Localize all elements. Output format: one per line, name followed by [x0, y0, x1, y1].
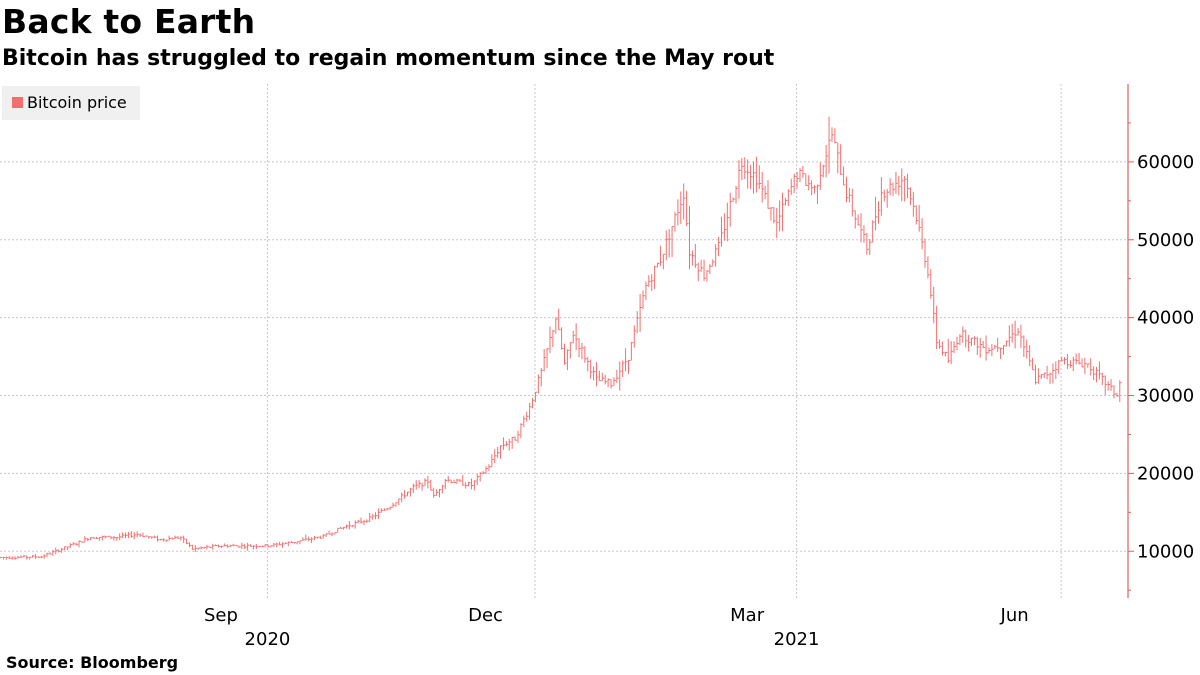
x-month-label: Mar: [730, 605, 765, 626]
y-tick-label: 20000: [1137, 463, 1194, 484]
y-tick-label: 40000: [1137, 308, 1194, 329]
legend-box: [2, 86, 140, 120]
x-month-label: Jun: [1000, 605, 1029, 626]
legend: Bitcoin price: [2, 86, 140, 120]
series-bitcoin-price: [0, 116, 1122, 560]
x-year-label: 2021: [774, 629, 820, 650]
grid: [0, 84, 1128, 598]
legend-swatch: [12, 97, 23, 108]
y-tick-label: 30000: [1137, 386, 1194, 407]
x-month-label: Dec: [468, 605, 503, 626]
y-tick-label: 50000: [1137, 230, 1194, 251]
y-axis: 10000 20000 30000 40000 50000 60000: [1127, 84, 1194, 598]
x-year-label: 2020: [245, 629, 291, 650]
source-note: Source: Bloomberg: [6, 653, 179, 672]
x-axis: Sep Dec Mar Jun 2020 2021: [204, 605, 1029, 650]
x-month-label: Sep: [204, 605, 238, 626]
legend-label: Bitcoin price: [27, 93, 127, 112]
y-tick-label: 10000: [1137, 541, 1194, 562]
y-tick-label: 60000: [1137, 152, 1194, 173]
chart-title: Back to Earth: [2, 2, 256, 41]
chart-subtitle: Bitcoin has struggled to regain momentum…: [2, 46, 775, 71]
